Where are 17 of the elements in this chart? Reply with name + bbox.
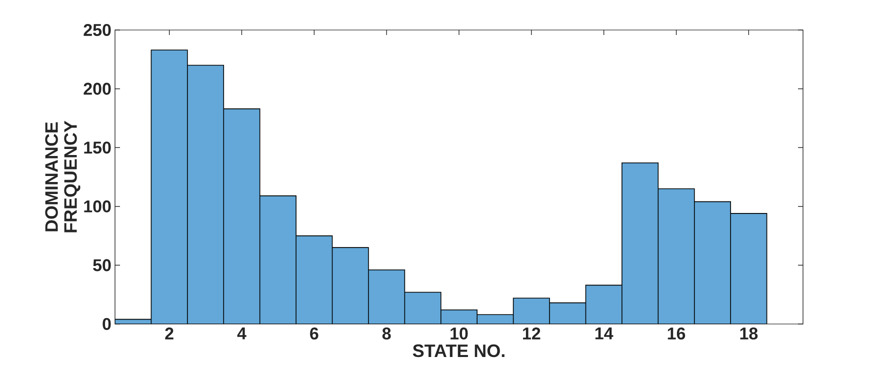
x-axis-title: STATE NO. <box>412 344 504 358</box>
x-tick-label: 6 <box>310 328 318 340</box>
y-tick-label: 100 <box>84 200 111 212</box>
y-tick-label: 0 <box>102 318 111 330</box>
x-tick-label: 4 <box>237 328 246 340</box>
x-tick-label: 18 <box>740 328 758 340</box>
x-tick-label: 16 <box>668 328 686 340</box>
y-tick-label: 250 <box>84 24 111 36</box>
x-tick-label: 10 <box>450 328 468 340</box>
x-tick-label: 2 <box>165 328 174 340</box>
x-tick-label: 14 <box>595 328 614 340</box>
y-tick-label: 50 <box>93 259 111 272</box>
x-tick-label: 12 <box>523 328 540 340</box>
y-tick-label: 200 <box>84 82 111 95</box>
y-tick-label: 150 <box>84 142 111 154</box>
x-tick-label: 8 <box>382 328 391 340</box>
y-axis-title: DOMINANCE FREQUENCY <box>45 120 80 232</box>
